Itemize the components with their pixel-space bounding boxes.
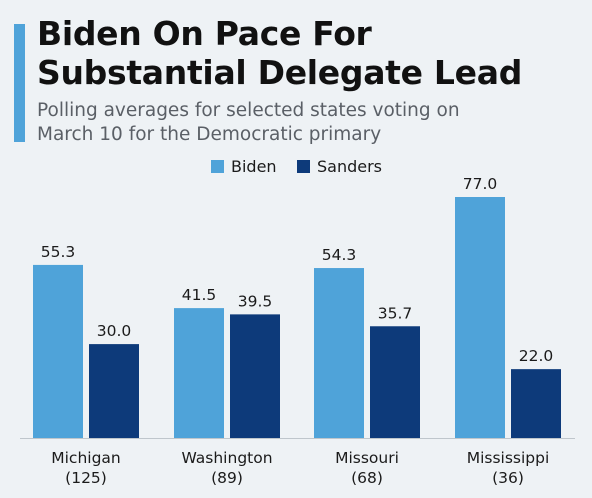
value-label-sanders-mississippi: 22.0 [519, 347, 554, 365]
value-label-biden-missouri: 54.3 [322, 246, 357, 264]
bar-sanders-washington [230, 314, 280, 438]
subtitle-line-2: March 10 for the Democratic primary [37, 124, 382, 145]
bar-sanders-missouri [370, 326, 420, 438]
category-sublabel-missouri: (68) [351, 469, 383, 487]
bar-sanders-mississippi [511, 369, 561, 438]
legend-item-biden: Biden [211, 157, 277, 176]
bar-sanders-michigan [89, 344, 139, 438]
category-label-washington: Washington [181, 449, 272, 467]
bar-biden-michigan [33, 264, 83, 438]
bar-group-mississippi: 77.0 22.0 Mississippi (36) [455, 175, 561, 487]
value-label-sanders-michigan: 30.0 [97, 322, 132, 340]
category-sublabel-michigan: (125) [65, 469, 107, 487]
category-label-michigan: Michigan [51, 449, 121, 467]
bar-group-washington: 41.5 39.5 Washington (89) [174, 286, 280, 487]
value-label-sanders-washington: 39.5 [238, 292, 273, 310]
bar-biden-washington [174, 308, 224, 438]
legend-item-sanders: Sanders [297, 157, 382, 176]
value-label-biden-mississippi: 77.0 [463, 175, 498, 193]
value-label-biden-michigan: 55.3 [41, 243, 76, 261]
value-label-biden-washington: 41.5 [182, 286, 217, 304]
bar-group-michigan: 55.3 30.0 Michigan (125) [33, 243, 139, 487]
value-label-sanders-missouri: 35.7 [378, 304, 413, 322]
legend: Biden Sanders [211, 157, 382, 176]
chart-title: Biden On Pace For Substantial Delegate Le… [37, 14, 522, 92]
category-sublabel-mississippi: (36) [492, 469, 524, 487]
legend-label-sanders: Sanders [317, 157, 382, 176]
bar-group-missouri: 54.3 35.7 Missouri (68) [314, 246, 420, 487]
bar-biden-missouri [314, 268, 364, 438]
legend-label-biden: Biden [231, 157, 277, 176]
legend-swatch-biden [211, 160, 224, 173]
category-sublabel-washington: (89) [211, 469, 243, 487]
subtitle-line-1: Polling averages for selected states vot… [37, 100, 460, 121]
legend-swatch-sanders [297, 160, 310, 173]
title-line-1: Biden On Pace For [37, 14, 372, 53]
chart-subtitle: Polling averages for selected states vot… [37, 99, 577, 147]
bar-biden-mississippi [455, 197, 505, 438]
title-accent-bar [14, 24, 25, 142]
title-line-2: Substantial Delegate Lead [37, 53, 523, 92]
category-label-missouri: Missouri [335, 449, 399, 467]
category-label-mississippi: Mississippi [467, 449, 550, 467]
